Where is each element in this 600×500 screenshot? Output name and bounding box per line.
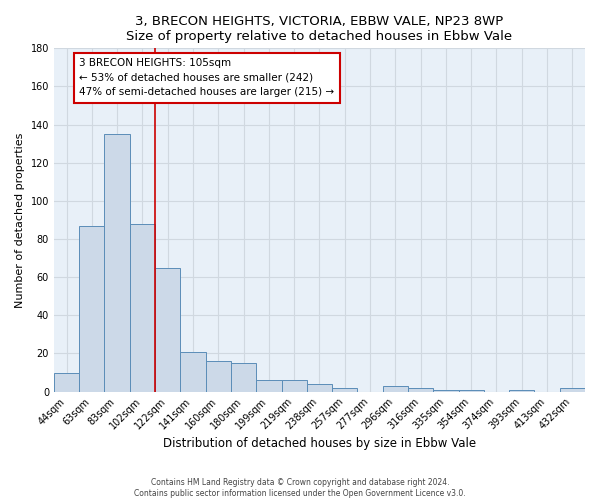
Bar bbox=[560, 388, 585, 392]
Text: Contains HM Land Registry data © Crown copyright and database right 2024.
Contai: Contains HM Land Registry data © Crown c… bbox=[134, 478, 466, 498]
Bar bbox=[408, 388, 433, 392]
Bar bbox=[181, 352, 206, 392]
Bar bbox=[54, 372, 79, 392]
Bar bbox=[104, 134, 130, 392]
Bar bbox=[79, 226, 104, 392]
Bar bbox=[206, 361, 231, 392]
Title: 3, BRECON HEIGHTS, VICTORIA, EBBW VALE, NP23 8WP
Size of property relative to de: 3, BRECON HEIGHTS, VICTORIA, EBBW VALE, … bbox=[127, 15, 512, 43]
Bar bbox=[130, 224, 155, 392]
Bar bbox=[256, 380, 281, 392]
Bar bbox=[458, 390, 484, 392]
X-axis label: Distribution of detached houses by size in Ebbw Vale: Distribution of detached houses by size … bbox=[163, 437, 476, 450]
Bar bbox=[155, 268, 181, 392]
Bar bbox=[509, 390, 535, 392]
Bar bbox=[231, 363, 256, 392]
Bar bbox=[433, 390, 458, 392]
Bar bbox=[332, 388, 358, 392]
Bar bbox=[281, 380, 307, 392]
Y-axis label: Number of detached properties: Number of detached properties bbox=[15, 132, 25, 308]
Bar bbox=[307, 384, 332, 392]
Text: 3 BRECON HEIGHTS: 105sqm
← 53% of detached houses are smaller (242)
47% of semi-: 3 BRECON HEIGHTS: 105sqm ← 53% of detach… bbox=[79, 58, 334, 98]
Bar bbox=[383, 386, 408, 392]
